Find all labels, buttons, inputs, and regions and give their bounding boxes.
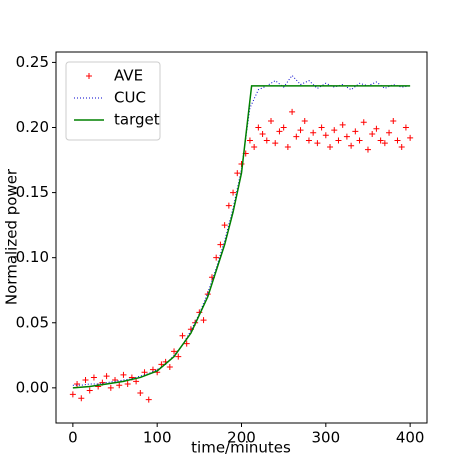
scatter-point <box>69 391 76 398</box>
scatter-point <box>407 134 414 141</box>
scatter-point <box>255 124 262 131</box>
scatter-point <box>369 131 376 138</box>
scatter-point <box>175 353 182 360</box>
scatter-point <box>348 142 355 149</box>
scatter-point <box>331 127 338 134</box>
x-tick-label: 100 <box>143 429 172 447</box>
scatter-point <box>364 146 371 153</box>
scatter-point <box>272 140 279 147</box>
scatter-point <box>394 137 401 144</box>
scatter-point <box>276 128 283 135</box>
scatter-point <box>116 382 123 389</box>
x-axis-label: time/minutes <box>191 439 291 457</box>
legend-label: CUC <box>114 89 146 107</box>
scatter-point <box>402 124 409 131</box>
scatter-point <box>352 128 359 135</box>
scatter-point <box>289 108 296 115</box>
scatter-point <box>230 189 237 196</box>
scatter-point <box>343 133 350 140</box>
y-tick-label: 0.20 <box>16 118 49 136</box>
scatter-point <box>284 144 291 151</box>
scatter-point <box>137 390 144 397</box>
x-tick-label: 200 <box>227 429 256 447</box>
scatter-point <box>124 380 131 387</box>
scatter-point <box>297 127 304 134</box>
y-tick-label: 0.10 <box>16 248 49 266</box>
scatter-point <box>327 144 334 151</box>
scatter-point <box>259 131 266 138</box>
scatter-point <box>120 371 127 378</box>
y-tick-label: 0.25 <box>16 53 49 71</box>
scatter-point <box>322 132 329 139</box>
scatter-point <box>133 378 140 385</box>
scatter-point <box>268 117 275 124</box>
scatter-point <box>305 137 312 144</box>
scatter-point <box>78 395 85 402</box>
y-tick-label: 0.15 <box>16 183 49 201</box>
scatter-point <box>103 373 110 380</box>
scatter-point <box>90 374 97 381</box>
scatter-point <box>377 137 384 144</box>
scatter-point <box>145 396 152 403</box>
x-tick-label: 400 <box>396 429 425 447</box>
scatter-point <box>386 129 393 136</box>
scatter-point <box>263 137 270 144</box>
scatter-point <box>280 124 287 131</box>
scatter-point <box>234 170 241 177</box>
x-tick-label: 0 <box>68 429 78 447</box>
scatter-point <box>200 317 207 324</box>
scatter-point <box>166 364 173 371</box>
scatter-point <box>360 119 367 126</box>
scatter-point <box>107 384 114 391</box>
scatter-point <box>373 125 380 132</box>
scatter-point <box>141 369 148 376</box>
scatter-point <box>179 332 186 339</box>
y-tick-label: 0.05 <box>16 313 49 331</box>
legend-label: AVE <box>114 67 143 85</box>
x-tick-label: 300 <box>311 429 340 447</box>
scatter-point <box>398 144 405 151</box>
scatter-point <box>390 117 397 124</box>
scatter-point <box>86 387 93 394</box>
legend-label: target <box>114 111 160 129</box>
scatter-point <box>335 137 342 144</box>
scatter-point <box>381 140 388 147</box>
scatter-point <box>339 121 346 128</box>
legend-marker <box>86 73 92 79</box>
scatter-point <box>213 254 220 261</box>
scatter-point <box>82 377 89 384</box>
scatter-point <box>238 160 245 167</box>
y-tick-label: 0.00 <box>16 378 49 396</box>
scatter-point <box>171 348 178 355</box>
scatter-point <box>217 241 224 248</box>
scatter-point <box>310 129 317 136</box>
scatter-point <box>74 380 81 387</box>
scatter-point <box>225 202 232 209</box>
scatter-point <box>221 222 228 229</box>
line-series <box>72 85 411 389</box>
scatter-point <box>314 140 321 147</box>
y-axis-label: Normalized power <box>3 168 21 305</box>
scatter-point <box>318 124 325 131</box>
scatter-point <box>301 117 308 124</box>
scatter-point <box>293 133 300 140</box>
scatter-point <box>251 144 258 151</box>
scatter-point <box>356 137 363 144</box>
scatter-point <box>183 340 190 347</box>
scatter-point <box>246 137 253 144</box>
